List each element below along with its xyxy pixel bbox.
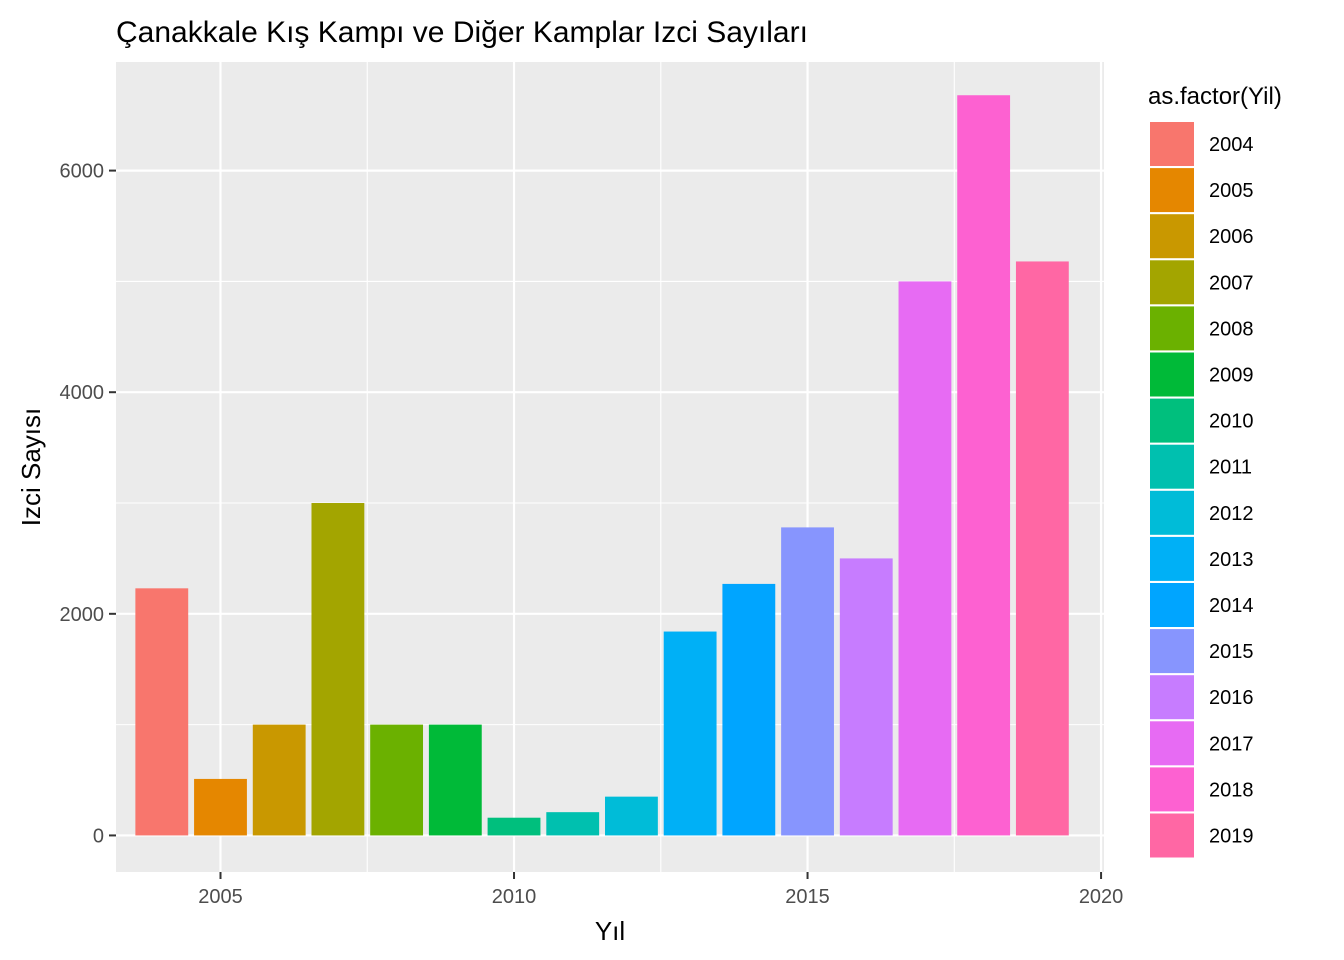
x-tick-label: 2005 <box>198 886 243 908</box>
x-tick-label: 2010 <box>492 886 537 908</box>
legend-label-2019: 2019 <box>1209 826 1254 848</box>
legend-key-2019 <box>1150 813 1194 858</box>
bar-2013 <box>663 631 717 836</box>
legend-items: 2004 2005 2006 2007 2008 2009 2010 2011 2012 2013… <box>1150 122 1254 858</box>
legend-key-2017 <box>1150 721 1194 766</box>
legend-key-2007 <box>1150 260 1194 305</box>
bar-2005 <box>194 778 247 836</box>
legend-key-2005 <box>1150 168 1194 213</box>
legend-label-2013: 2013 <box>1209 549 1254 571</box>
bar-2019 <box>1015 261 1069 836</box>
bars <box>135 95 1069 836</box>
legend-label-2008: 2008 <box>1209 318 1254 340</box>
chart-title: Çanakkale Kış Kampı ve Diğer Kamplar Izc… <box>116 16 808 49</box>
legend-label-2017: 2017 <box>1209 733 1254 755</box>
y-axis: 0 2000 4000 6000 <box>60 161 116 847</box>
bar-2011 <box>546 812 600 836</box>
legend-key-2010 <box>1150 398 1194 443</box>
bar-2008 <box>370 724 424 836</box>
bar-2004 <box>135 588 189 836</box>
legend-label-2015: 2015 <box>1209 641 1254 663</box>
legend-title: as.factor(Yil) <box>1148 83 1282 110</box>
legend-key-2011 <box>1150 444 1194 489</box>
y-tick-label: 4000 <box>60 382 105 404</box>
x-tick-label: 2015 <box>785 886 830 908</box>
legend-label-2005: 2005 <box>1209 180 1254 202</box>
legend-label-2010: 2010 <box>1209 411 1254 433</box>
legend-label-2004: 2004 <box>1209 134 1254 156</box>
bar-2012 <box>605 796 658 836</box>
legend-key-2006 <box>1150 214 1194 259</box>
x-axis-title: Yıl <box>595 916 625 946</box>
legend-key-2014 <box>1150 583 1194 627</box>
legend-label-2006: 2006 <box>1209 226 1254 248</box>
y-axis-title: Izci Sayısı <box>16 408 46 526</box>
legend-key-2004 <box>1150 122 1194 166</box>
legend-key-2012 <box>1150 490 1194 535</box>
legend-label-2016: 2016 <box>1209 687 1254 709</box>
legend-key-2009 <box>1150 352 1194 397</box>
bar-2007 <box>311 503 365 836</box>
legend-key-2013 <box>1150 536 1194 581</box>
y-tick-label: 6000 <box>60 161 105 183</box>
bar-2014 <box>722 583 776 836</box>
x-axis: 2005 2010 2015 2020 <box>198 872 1123 908</box>
legend-key-2018 <box>1150 767 1194 812</box>
legend-key-2016 <box>1150 675 1194 720</box>
legend-label-2009: 2009 <box>1209 365 1254 387</box>
legend-label-2014: 2014 <box>1209 595 1254 617</box>
bar-2006 <box>252 724 306 836</box>
y-tick-label: 2000 <box>60 604 105 626</box>
legend-key-2008 <box>1150 306 1194 351</box>
legend-key-2015 <box>1150 629 1194 674</box>
legend-label-2007: 2007 <box>1209 272 1254 294</box>
bar-2016 <box>839 558 893 836</box>
bar-2015 <box>781 527 834 836</box>
bar-2017 <box>898 281 952 836</box>
legend-label-2018: 2018 <box>1209 779 1254 801</box>
x-tick-label: 2020 <box>1079 886 1124 908</box>
bar-2010 <box>487 817 541 836</box>
legend-label-2012: 2012 <box>1209 503 1254 525</box>
bar-2009 <box>428 724 482 836</box>
legend: as.factor(Yil) 2004200520062007200820092… <box>1148 83 1282 858</box>
legend-label-2011: 2011 <box>1209 457 1252 479</box>
bar-2018 <box>957 95 1011 836</box>
y-tick-label: 0 <box>93 825 104 847</box>
